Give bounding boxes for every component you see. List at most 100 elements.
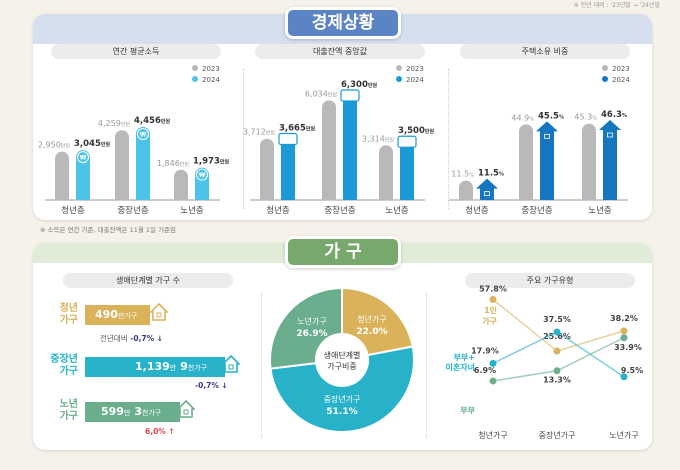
up-arrow-icon: ↑ <box>168 427 175 436</box>
label-2023: 1,846만원 <box>157 159 190 168</box>
slice-label: 중장년가구 <box>324 394 361 404</box>
legend: 2023 2024 <box>396 64 424 86</box>
label-2023: 3,314만원 <box>362 134 395 143</box>
divider <box>448 69 449 209</box>
row-label-line: 가구 <box>59 315 78 326</box>
series-label: 부부+ <box>454 353 475 362</box>
house-icon <box>150 303 168 321</box>
category-label: 중장년가구 <box>539 430 576 440</box>
data-point <box>620 334 628 342</box>
bar-2024 <box>281 139 295 200</box>
bar-2023 <box>519 124 533 200</box>
won-coin-icon <box>137 128 149 140</box>
series-label: 1인 <box>484 305 497 315</box>
senior-change: 6,0% ↑ <box>145 427 175 436</box>
label-2023: 3,712만원 <box>243 128 276 137</box>
row-label: 중장년 가구 <box>44 354 78 378</box>
bar-2023 <box>379 145 393 200</box>
legend-item-2024: 2024 <box>602 75 630 86</box>
legend-item-2024: 2024 <box>396 75 424 86</box>
category-label: 청년층 <box>266 205 290 216</box>
label-2023: 11.5% <box>451 170 474 179</box>
label-2023: 45.3% <box>574 113 597 122</box>
unit: % <box>469 173 474 179</box>
data-label: 17.9% <box>471 346 499 355</box>
count-unit-2: 천가구 <box>141 409 162 417</box>
won-symbol: ₩ <box>140 132 147 139</box>
legend-label: 2024 <box>406 76 424 84</box>
bar-2024 <box>343 96 357 200</box>
down-arrow-icon: ↓ <box>156 334 164 343</box>
change-value: -0,7% <box>195 381 219 390</box>
count-unit-2: 천가구 <box>187 364 208 372</box>
label-2023: 4,259만원 <box>98 119 131 128</box>
unit: 만원 <box>121 121 131 128</box>
bar-2023 <box>55 151 69 200</box>
unit: 만원 <box>101 141 111 148</box>
row-label-line: 청년 <box>59 303 78 314</box>
category-label: 노년층 <box>588 205 612 216</box>
data-point <box>489 296 497 304</box>
bar-2024 <box>540 130 554 200</box>
window-icon <box>484 191 490 197</box>
unit: 만원 <box>368 82 378 89</box>
unit: 만원 <box>328 91 338 98</box>
legend-swatch <box>396 76 402 82</box>
donut-hole <box>316 334 368 386</box>
senior-count-bar: 599만 3천가구 <box>85 402 180 422</box>
middle-count-bar: 1,139만 9천가구 <box>85 357 225 377</box>
unit: 만원 <box>425 128 435 135</box>
unit: 만원 <box>61 143 71 150</box>
label-2024: 6,300만원 <box>341 80 377 90</box>
divider <box>243 69 244 209</box>
label-2024: 45.5% <box>538 111 564 121</box>
change-prefix: 전년대비 <box>100 334 128 343</box>
house-roof-icon <box>599 120 621 130</box>
data-point <box>553 328 561 336</box>
legend-swatch <box>396 65 402 71</box>
data-label: 37.5% <box>543 315 571 324</box>
category-label: 청년층 <box>465 205 489 216</box>
count-value-2: 9 <box>180 360 188 373</box>
series-label: 미혼자녀 <box>446 362 475 372</box>
data-point <box>553 347 561 355</box>
household-type-subtitle: 주요 가구유형 <box>465 273 635 288</box>
legend-label: 2023 <box>612 65 630 73</box>
data-point <box>489 377 497 385</box>
card-icon <box>340 89 360 102</box>
bar-2023 <box>459 180 473 200</box>
change-value: -0,7% <box>130 334 155 343</box>
data-label: 57.8% <box>479 285 507 294</box>
category-label: 노년가구 <box>609 430 638 440</box>
count-value: 599 <box>101 405 124 418</box>
slice-label: 노년가구 <box>297 316 326 326</box>
label-2024: 3,665만원 <box>279 123 315 133</box>
data-label: 13.3% <box>543 376 571 385</box>
unit: % <box>499 172 504 178</box>
unit: 만원 <box>266 130 276 137</box>
income-subtitle: 연간 평균소득 <box>51 44 221 59</box>
bar-2024 <box>603 129 617 200</box>
won-coin-icon <box>77 151 89 164</box>
change-value: 6,0% <box>145 427 166 436</box>
row-label: 청년 가구 <box>50 303 78 327</box>
youth-count-bar: 490만가구 <box>85 305 150 325</box>
household-title: 가 구 <box>285 236 401 268</box>
bar-2024 <box>400 142 414 200</box>
loan-subtitle: 대출잔액 중앙값 <box>255 44 425 59</box>
slice-value: 26.9% <box>296 329 327 339</box>
economy-footnote: ※ 소득은 연간 기준, 대출잔액은 11월 1일 기준임 <box>40 226 177 234</box>
legend-swatch <box>192 65 198 71</box>
bar-2024 <box>136 127 150 200</box>
label-2024: 46.3% <box>601 110 627 120</box>
bar-2023 <box>174 169 188 200</box>
bar-2023 <box>322 100 336 200</box>
house-icon <box>222 355 240 373</box>
won-symbol: ₩ <box>80 155 87 162</box>
house-icon <box>177 400 195 418</box>
donut-center-label: 가구비중 <box>327 362 356 371</box>
bar-2023 <box>582 123 596 200</box>
data-label: 38.2% <box>610 314 638 323</box>
data-point <box>620 327 628 335</box>
won-symbol: ₩ <box>199 172 206 179</box>
